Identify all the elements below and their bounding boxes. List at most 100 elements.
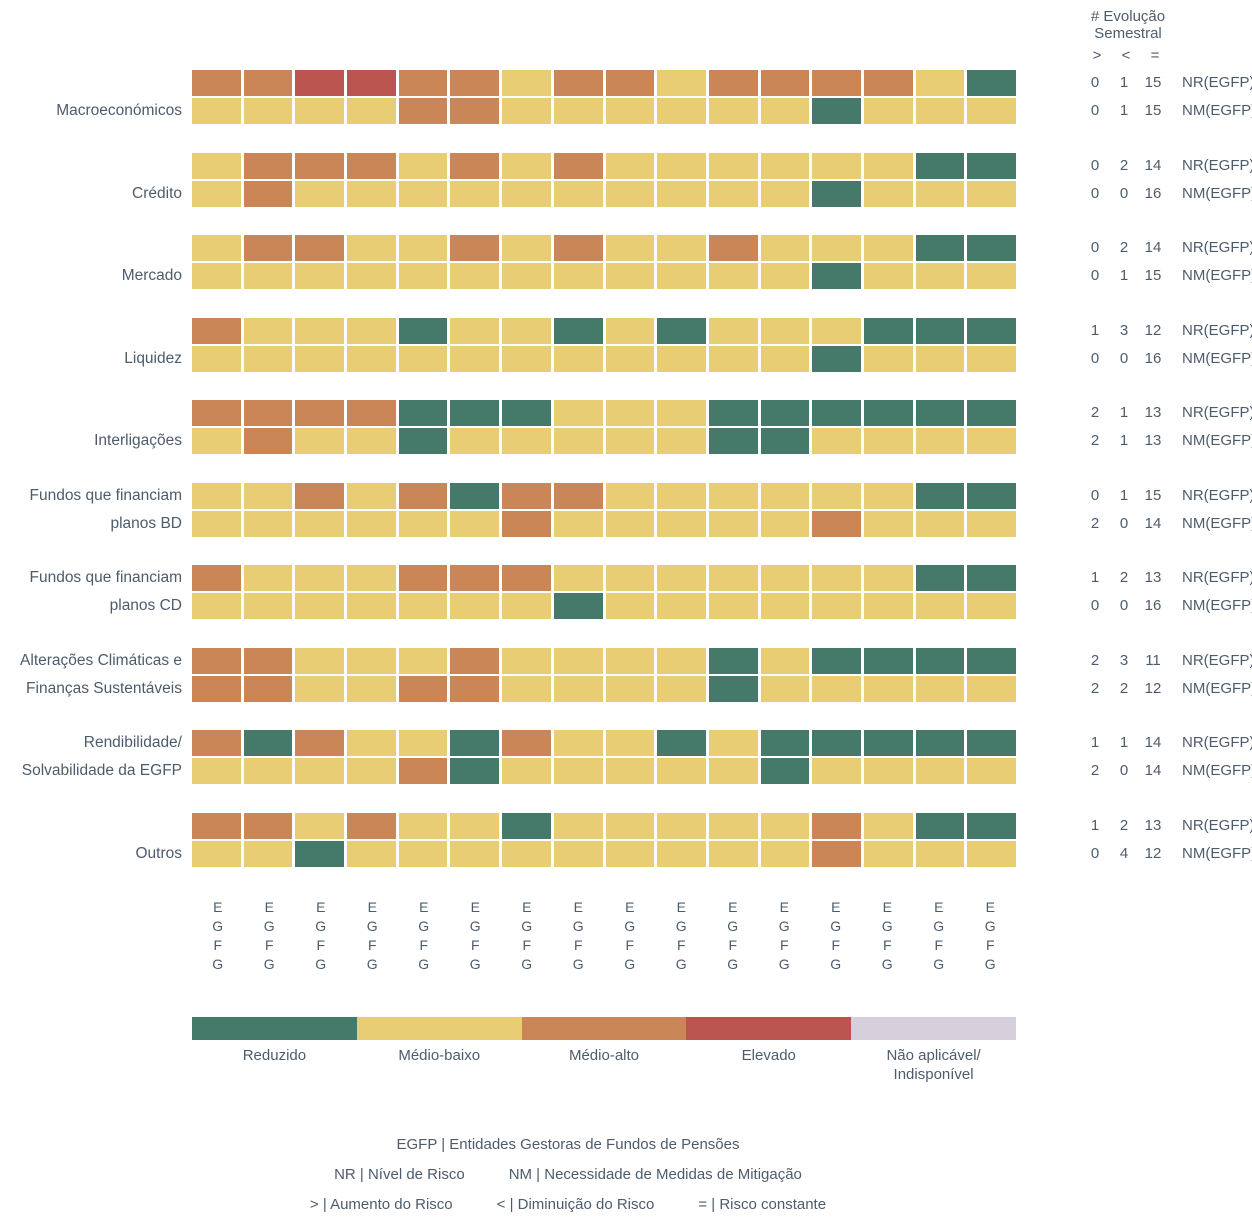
evolution-header-line1: # Evolução: [1090, 8, 1166, 25]
heatmap-cell: [605, 345, 655, 372]
heatmap-cell: [605, 428, 655, 454]
heatmap-cell: [243, 345, 293, 372]
stat-value: 2: [1090, 762, 1100, 779]
heatmap-cell: [605, 840, 655, 867]
heatmap-cell: [347, 180, 396, 207]
category-label: Liquidez: [7, 318, 192, 372]
x-tick-char: E: [882, 899, 892, 915]
heatmap-cell: [450, 317, 500, 344]
heatmap-cell: [967, 812, 1016, 839]
heatmap-cell: [605, 263, 655, 289]
evolution-stats: 0 2 14 NR(EGFP) 0 1 15 NM(EGFP): [1080, 235, 1252, 289]
heatmap-cell: [760, 345, 810, 372]
heatmap-cell: [967, 647, 1016, 674]
heatmap-row-pair: [192, 70, 1016, 124]
heatmap-cell: [553, 317, 603, 344]
x-tick-char: E: [676, 899, 686, 915]
heatmap-cell: [502, 180, 551, 207]
heatmap-cell: [502, 565, 551, 591]
heatmap-cell: [812, 730, 861, 756]
x-tick-char: G: [984, 918, 996, 934]
category-group: Liquidez 1 3 12 NR(EGFP) 0 0 16 NM(EGFP): [7, 317, 1252, 372]
evolution-stats: 1 2 13 NR(EGFP) 0 0 16 NM(EGFP): [1080, 565, 1252, 619]
heatmap-cell: [915, 345, 965, 372]
category-label: Mercado: [7, 235, 192, 289]
heatmap-cell: [863, 317, 913, 344]
x-tick-char: G: [366, 956, 378, 972]
stat-value: 0: [1119, 184, 1129, 202]
heatmap-cell: [605, 317, 655, 344]
heatmap-cell: [915, 510, 965, 537]
heatmap-cell: [502, 647, 551, 674]
stat-value: 2: [1090, 679, 1100, 697]
stats-line: 0 0 16 NM(EGFP): [1080, 593, 1252, 619]
heatmap-cell: [863, 593, 913, 619]
stat-row-label: NR(EGFP): [1182, 816, 1252, 834]
heatmap-cell: [657, 152, 706, 179]
category-label: Fundos que financiam planos CD: [7, 565, 192, 619]
stat-value: 1: [1090, 734, 1100, 751]
heatmap-cell: [502, 593, 551, 619]
category-label-line: [7, 70, 182, 96]
category-group: Mercado 0 2 14 NR(EGFP) 0 1 15 NM(EGFP): [7, 235, 1252, 289]
stat-row-label: NM(EGFP): [1182, 102, 1252, 119]
heatmap-cell: [863, 510, 913, 537]
heatmap-cell: [863, 70, 913, 96]
stat-value: 15: [1144, 74, 1162, 91]
heatmap-cell: [553, 235, 603, 261]
legend-label: Não aplicável/Indisponível: [851, 1046, 1016, 1084]
stat-value: 1: [1119, 267, 1129, 284]
heatmap-cell: [243, 400, 293, 426]
heatmap-cell: [708, 180, 758, 207]
heatmap-cell: [812, 840, 861, 867]
stat-value: 0: [1090, 597, 1100, 614]
heatmap-cell: [553, 812, 603, 839]
heatmap-cell: [450, 400, 500, 426]
heatmap-cell: [347, 428, 396, 454]
heatmap-cell: [657, 263, 706, 289]
heatmap-cell: [760, 510, 810, 537]
footnote-line-1: EGFP | Entidades Gestoras de Fundos de P…: [0, 1135, 1136, 1155]
stat-value: 2: [1090, 432, 1100, 449]
x-tick-char: F: [625, 937, 635, 953]
heatmap-cell: [502, 840, 551, 867]
heatmap-cell: [915, 482, 965, 509]
heatmap-cell: [812, 70, 861, 96]
heatmap-cell: [450, 98, 500, 124]
heatmap-cell: [605, 235, 655, 261]
x-tick-char: G: [521, 956, 533, 972]
heatmap-cell: [347, 565, 396, 591]
category-group: Macroeconómicos 0 1 15 NR(EGFP) 0 1 15 NM(EGFP): [7, 70, 1252, 124]
category-label: Crédito: [7, 153, 192, 207]
stat-value: 0: [1119, 349, 1129, 367]
heatmap-cell: [243, 98, 293, 124]
heatmap-cell: [760, 263, 810, 289]
heatmap-cell: [863, 730, 913, 756]
x-tick-char: F: [522, 937, 532, 953]
x-tick-char: E: [934, 899, 944, 915]
heatmap-cell: [605, 180, 655, 207]
x-tick-char: E: [264, 899, 274, 915]
heatmap-cell: [347, 263, 396, 289]
category-label-line: planos BD: [110, 514, 182, 532]
heatmap-cell: [760, 70, 810, 96]
heatmap-cell: [657, 840, 706, 867]
x-tick-char: G: [933, 918, 945, 934]
stats-line: 2 3 11 NR(EGFP): [1080, 648, 1252, 674]
heatmap-cell: [812, 98, 861, 124]
heatmap-cell: [398, 235, 448, 261]
heatmap-cell: [192, 235, 241, 261]
heatmap-cell: [657, 565, 706, 591]
heatmap-cell: [760, 235, 810, 261]
category-label-line: Fundos que financiam: [29, 486, 182, 504]
heatmap-cell: [192, 510, 241, 537]
x-tick-char: G: [366, 918, 378, 934]
footnote-decrease: < | Diminuição do Risco: [496, 1196, 655, 1213]
heatmap-cell: [295, 345, 345, 372]
heatmap-cell: [502, 263, 551, 289]
